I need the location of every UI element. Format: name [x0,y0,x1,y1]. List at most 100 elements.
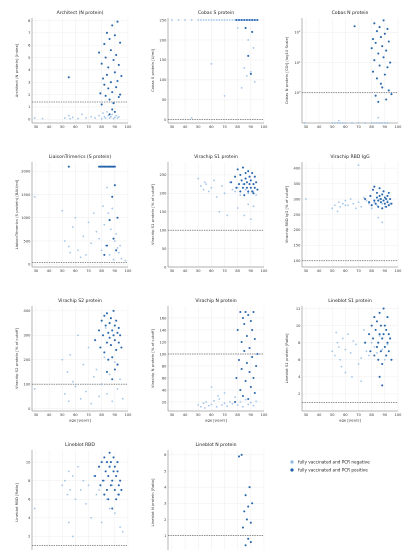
data-point [255,181,258,184]
data-point [376,122,378,124]
legend-marker [290,460,294,464]
data-point [113,488,116,492]
data-point [241,186,245,189]
data-point [247,505,250,508]
y-axis-label: Virachip RBD IgG [% of cutoff] [284,185,289,243]
x-tick-label: 100 [261,269,269,273]
data-point [105,461,109,464]
data-point [371,337,375,340]
data-point [213,179,215,182]
data-point [379,82,382,85]
data-point [389,337,392,340]
y-tick-label: 150 [294,244,302,248]
data-point [240,18,243,22]
data-point [111,113,114,116]
data-point [112,117,115,120]
x-tick-label: 50 [60,413,65,417]
data-point [92,375,95,378]
data-point [107,331,110,334]
x-tick-label: 30 [170,413,175,417]
data-point [357,164,360,166]
data-point [378,194,381,198]
data-point [105,31,109,34]
data-point [116,117,119,119]
data-point [370,207,373,210]
data-point [339,358,342,361]
subplot: 30 40 50 60 70 80 90 100 10⁰ 10¹ 10² Cobas N protei… [284,10,402,129]
x-tick-label: 30 [34,269,39,273]
data-point [205,183,208,186]
x-tick-label: 60 [343,269,348,273]
data-point [256,188,259,191]
x-tick-label: 70 [86,125,91,129]
data-point [344,204,347,207]
x-tick-label: 40 [183,269,188,273]
series [94,309,123,381]
y-tick-label: 120 [160,340,168,344]
data-point [364,122,367,124]
data-point [352,340,355,342]
data-point [77,465,79,468]
data-point [378,375,381,378]
data-point [375,320,379,323]
data-point [370,122,373,124]
y-tick-label: 4 [28,68,31,72]
x-tick-label: 60 [209,413,214,417]
y-tick-label: 10² [294,31,301,35]
subplot-title: Virachip N protein [195,298,236,304]
data-point [376,204,378,207]
y-tick-label: 3 [164,502,166,506]
data-point [115,474,118,478]
data-point [112,102,115,105]
data-point [116,470,119,473]
data-point [103,493,106,496]
x-tick-label: 40 [47,125,52,129]
subplot-title: Virachip S2 protein [58,298,102,304]
data-point [244,379,247,383]
subplot-title: Virachip S1 protein [194,154,238,160]
data-point [381,362,384,366]
data-point [256,352,259,356]
data-point [340,365,343,368]
data-point [33,388,36,390]
data-point [207,19,210,21]
data-point [103,456,106,459]
y-tick-label: 20 [162,400,167,404]
data-point [100,62,103,65]
data-point [82,479,85,482]
data-point [218,398,221,400]
data-point [360,380,363,383]
x-axis-label: age [years] [69,418,91,423]
x-tick-label: 70 [86,269,91,273]
x-tick-label: 100 [395,269,402,273]
series [353,19,393,103]
data-point [247,537,250,540]
data-point [108,322,111,325]
data-point [94,339,97,342]
data-point [371,70,375,73]
data-point [385,49,388,52]
data-point [249,186,252,189]
x-tick-label: 90 [383,269,388,273]
data-point [256,18,259,22]
x-tick-label: 30 [170,125,175,129]
data-point [104,56,107,59]
data-point [112,470,115,473]
data-point [103,223,106,226]
data-point [215,19,218,21]
x-tick-label: 60 [209,125,214,129]
data-point [82,363,85,366]
data-point [119,479,122,482]
data-point [33,195,36,198]
x-tick-label: 80 [99,269,104,273]
data-point [385,205,388,208]
data-point [249,319,252,323]
x-tick-label: 40 [317,125,322,129]
data-point [383,202,386,205]
data-point [382,190,385,193]
data-point [239,194,242,197]
data-point [243,18,246,22]
data-point [116,461,119,464]
data-point [98,395,100,398]
y-tick-label: 150 [160,58,168,62]
